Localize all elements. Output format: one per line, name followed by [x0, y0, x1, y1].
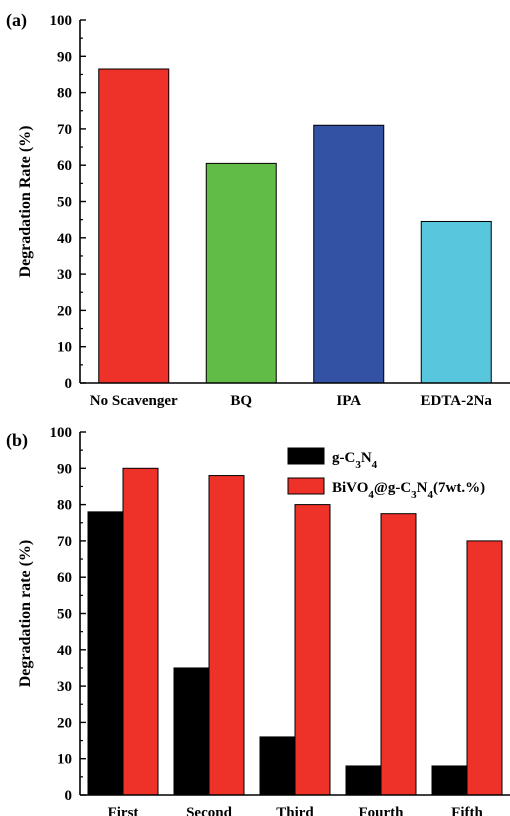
y-tick-label-b: 90 [57, 461, 72, 477]
x-tick-label-a: BQ [230, 393, 252, 409]
x-tick-label-a: EDTA-2Na [421, 393, 493, 409]
y-tick-label-a: 80 [57, 86, 72, 102]
bar-b-bivo4-second [208, 475, 245, 796]
x-tick-label-b: Fourth [359, 805, 405, 816]
y-tick-label-a: 20 [57, 303, 72, 319]
panel-label-b: (b) [6, 430, 28, 451]
bar-b-bivo4-third [294, 504, 331, 796]
y-tick-label-b: 50 [57, 607, 72, 623]
bar-a-bq [205, 162, 277, 384]
legend-swatch-bivo4 [287, 477, 325, 495]
y-tick-label-a: 70 [57, 122, 72, 138]
legend-swatch-gcn [287, 447, 325, 465]
bar-b-bivo4-fourth [380, 513, 417, 796]
y-tick-label-b: 30 [57, 679, 72, 695]
x-tick-label-a: No Scavenger [90, 393, 178, 409]
bar-b-gcn-fourth [345, 765, 382, 796]
x-tick-label-b: First [108, 805, 139, 816]
bar-b-bivo4-fifth [466, 540, 503, 796]
bar-a-no-scavenger [98, 68, 170, 384]
y-tick-label-b: 10 [57, 752, 72, 768]
chart-b: First Second Third Fourth Fifth 0 10 20 30 40 50 60… [6, 425, 510, 816]
y-tick-label-a: 50 [57, 195, 72, 211]
bar-b-gcn-third [259, 736, 296, 796]
y-tick-label-a: 10 [57, 340, 72, 356]
bar-a-edta-2na [420, 220, 492, 384]
legend-label-bivo4: BiVO4@g-C3N4(7wt.%) [332, 480, 485, 501]
y-tick-label-a: 100 [50, 13, 73, 29]
y-tick-label-a: 0 [65, 376, 73, 392]
bar-a-ipa [313, 124, 385, 384]
y-tick-label-a: 60 [57, 158, 72, 174]
chart-a: No Scavenger BQ IPA EDTA-2Na 0 10 20 30 40 50 60 70… [6, 10, 510, 409]
legend-label-gcn: g-C3N4 [332, 450, 378, 471]
y-tick-label-b: 60 [57, 570, 72, 586]
y-tick-label-a: 30 [57, 267, 72, 283]
y-tick-label-b: 100 [50, 425, 73, 441]
y-tick-label-b: 20 [57, 715, 72, 731]
y-tick-label-b: 80 [57, 498, 72, 514]
y-tick-label-b: 70 [57, 534, 72, 550]
y-axis-title-a: Degradation Rate (%) [17, 126, 34, 278]
x-tick-label-b: Fifth [451, 805, 483, 816]
bar-b-gcn-fifth [431, 765, 468, 796]
bar-b-bivo4-first [122, 467, 159, 796]
bar-b-gcn-first [87, 511, 124, 796]
bar-b-gcn-second [173, 667, 210, 796]
y-tick-label-a: 90 [57, 49, 72, 65]
y-tick-label-b: 40 [57, 643, 72, 659]
x-tick-label-a: IPA [336, 393, 361, 409]
y-tick-label-b: 0 [65, 788, 73, 804]
legend: g-C3N4 BiVO4@g-C3N4(7wt.%) [287, 447, 485, 501]
panel-label-a: (a) [6, 10, 27, 31]
y-axis-title-b: Degradation rate (%) [17, 540, 34, 688]
x-tick-label-b: Third [276, 805, 314, 816]
y-tick-label-a: 40 [57, 231, 72, 247]
x-tick-label-b: Second [186, 805, 233, 816]
